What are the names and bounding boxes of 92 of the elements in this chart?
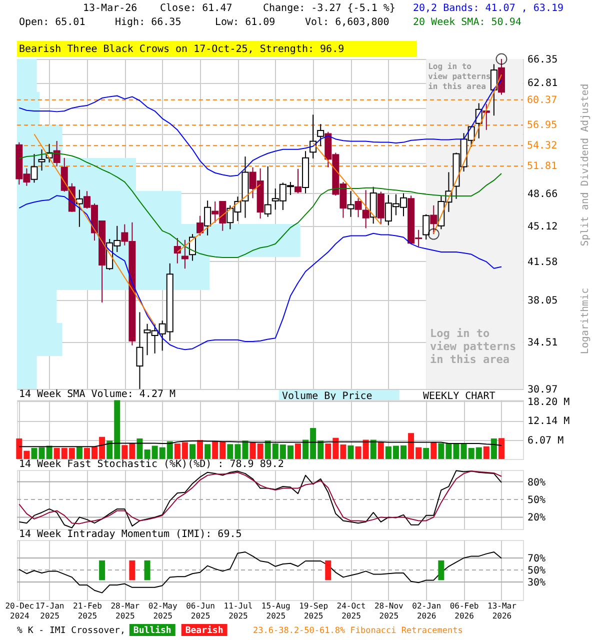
y-tick-label: 30% [528, 578, 546, 588]
text: Low: 61.09 [215, 17, 276, 28]
y-tick-label: 66.35 [528, 54, 558, 66]
chart-title: 14 Week SMA Volume: 4.27 M [19, 389, 176, 400]
y-tick-label: 62.81 [528, 78, 558, 90]
y-tick-label: 41.58 [528, 256, 558, 268]
bar [378, 442, 384, 459]
bar [498, 438, 504, 459]
x-tick-label: 02-May 2025 [148, 602, 178, 620]
chart-title: 14 Week Fast Stochastic (%K)(%D) : 78.9 89.2 [19, 459, 284, 470]
y-tick-label: 70% [528, 554, 546, 564]
bar [204, 444, 211, 459]
text: Bearish [185, 625, 224, 636]
line-series [18, 552, 502, 594]
text: Change: -3.27 {-5.1 %} [263, 3, 396, 14]
y-tick-label: 6.07 M [528, 435, 564, 446]
ref-line-label: 60.37 [527, 94, 558, 106]
legend-title: % K - IMI Crossover, [17, 626, 126, 636]
text: Logarithmic [580, 288, 591, 354]
x-tick-label: 28-Mar 2025 [110, 602, 140, 620]
text: Bearish Three Black Crows on 17-Oct-25, Strength: 96.9 [19, 44, 344, 55]
ref-line-label: 54.32 [527, 140, 558, 152]
y-tick-label: 20% [528, 512, 546, 524]
band-label: Log in to view patterns in this area [428, 62, 491, 91]
y-tick-label: 34.51 [528, 338, 558, 349]
text: Split and Dividend Adjusted [580, 84, 591, 246]
text: High: 66.35 [115, 17, 182, 28]
candlestick [174, 237, 181, 264]
ref-line-label: 51.81 [527, 161, 558, 172]
text: 20 Week SMA: 50.94 [413, 17, 522, 28]
x-tick-label: 15-Aug 2025 [261, 602, 291, 620]
bar [294, 444, 301, 459]
text: Vol: 6,603,800 [305, 17, 390, 28]
candlestick [264, 166, 272, 218]
x-tick-label: 06-Jun 2025 [186, 602, 216, 620]
candlestick [38, 148, 46, 172]
text: Close: 61.47 [160, 3, 232, 14]
y-tick-label: 80% [528, 477, 546, 488]
y-tick-label: 48.66 [528, 188, 558, 200]
x-tick-label: 02-Jan 2026 [412, 602, 442, 620]
candlestick [76, 189, 83, 228]
candlestick [354, 198, 362, 218]
candlestick [294, 168, 302, 194]
annotation: Log in to view patterns in this area [430, 327, 516, 366]
candlestick [490, 64, 498, 116]
candlestick [196, 215, 204, 236]
bar [490, 438, 497, 459]
text: 13-Mar-26 [83, 3, 138, 14]
x-tick-label: 24-Oct 2025 [336, 602, 366, 620]
y-tick-label: 12.14 M [528, 416, 570, 428]
y-tick-label: 50% [528, 566, 546, 576]
x-tick-label: 21-Feb 2025 [73, 602, 102, 620]
text: 20,2 Bands: 41.07 , 63.19 [413, 3, 564, 14]
ref-line-label: 56.95 [527, 120, 558, 132]
bar [189, 444, 196, 459]
chart-title: 14 Week Intraday Momentum (IMI): 69.5 [19, 529, 242, 540]
x-tick-label: 20-Dec 2024 [5, 602, 34, 620]
bar [423, 448, 430, 459]
y-tick-label: 45.12 [528, 222, 558, 233]
candlestick [53, 140, 60, 167]
y-tick-label: 50% [528, 495, 546, 506]
text: Bullish [133, 625, 172, 636]
bar [197, 440, 204, 459]
x-tick-label: 28-Nov 2025 [374, 602, 404, 620]
candlestick [30, 154, 38, 184]
text: Open: 65.01 [19, 17, 86, 28]
x-tick-label: 19-Sep 2025 [299, 602, 328, 620]
candlestick [362, 190, 370, 229]
candlestick [181, 239, 188, 270]
bar [370, 440, 376, 459]
candlestick [377, 191, 384, 225]
candlestick [204, 200, 212, 236]
bar [76, 446, 82, 459]
candlestick [430, 204, 438, 235]
bar [348, 445, 354, 459]
x-tick-label: 06-Feb 2026 [450, 602, 479, 620]
y-tick-label: 30.97 [528, 384, 558, 396]
x-tick-label: 17-Jan 2025 [35, 602, 64, 620]
y-tick-label: 18.20 M [528, 396, 570, 408]
x-tick-label: 11-Jul 2025 [224, 602, 253, 620]
bar [483, 446, 490, 459]
x-tick-label: 13-Mar 2026 [488, 602, 517, 620]
y-tick-label: 38.05 [528, 295, 558, 306]
text: 23.6-38.2-50-61.8% Fibonacci Retracements [253, 626, 463, 636]
candlestick [317, 124, 324, 147]
annotation: WEEKLY CHART [423, 391, 496, 402]
bar [430, 442, 437, 459]
candlestick [347, 190, 354, 218]
candlestick [482, 103, 490, 130]
bar [31, 448, 38, 459]
candlestick [136, 312, 144, 390]
bar [136, 438, 143, 459]
